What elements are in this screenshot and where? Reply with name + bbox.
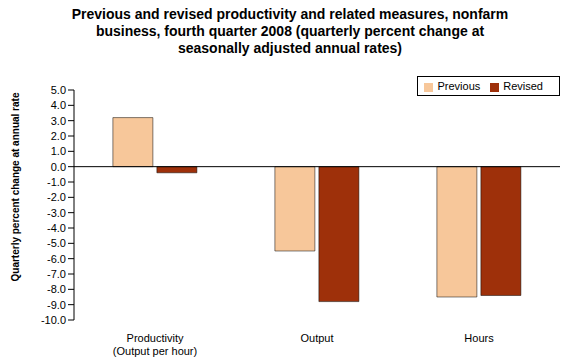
svg-text:-9.0: -9.0: [47, 299, 66, 311]
svg-text:-10.0: -10.0: [41, 314, 66, 326]
svg-text:0.0: 0.0: [51, 161, 66, 173]
svg-text:1.0: 1.0: [51, 145, 66, 157]
svg-text:-6.0: -6.0: [47, 253, 66, 265]
svg-text:-1.0: -1.0: [47, 176, 66, 188]
svg-text:-3.0: -3.0: [47, 207, 66, 219]
svg-text:4.0: 4.0: [51, 99, 66, 111]
html-text:Revised: Revised: [503, 80, 543, 92]
svg-text:-7.0: -7.0: [47, 268, 66, 280]
svg-text:-4.0: -4.0: [47, 222, 66, 234]
svg-text:3.0: 3.0: [51, 115, 66, 127]
svg-text:-8.0: -8.0: [47, 283, 66, 295]
svg-text:5.0: 5.0: [51, 84, 66, 96]
svg-text:-5.0: -5.0: [47, 237, 66, 249]
svg-text:Output: Output: [300, 332, 333, 344]
html-text:Previous and revised productiv: Previous and revised productivity and re…: [71, 6, 509, 56]
html-text:Quarterly percent change at an: Quarterly percent change at annual rate: [10, 92, 21, 282]
svg-text:2.0: 2.0: [51, 130, 66, 142]
html-text:Previous: Previous: [437, 80, 481, 92]
svg-text:Hours: Hours: [464, 332, 494, 344]
svg-text:Productivity(Output per hour): Productivity(Output per hour): [113, 332, 197, 357]
svg-text:-2.0: -2.0: [47, 191, 66, 203]
